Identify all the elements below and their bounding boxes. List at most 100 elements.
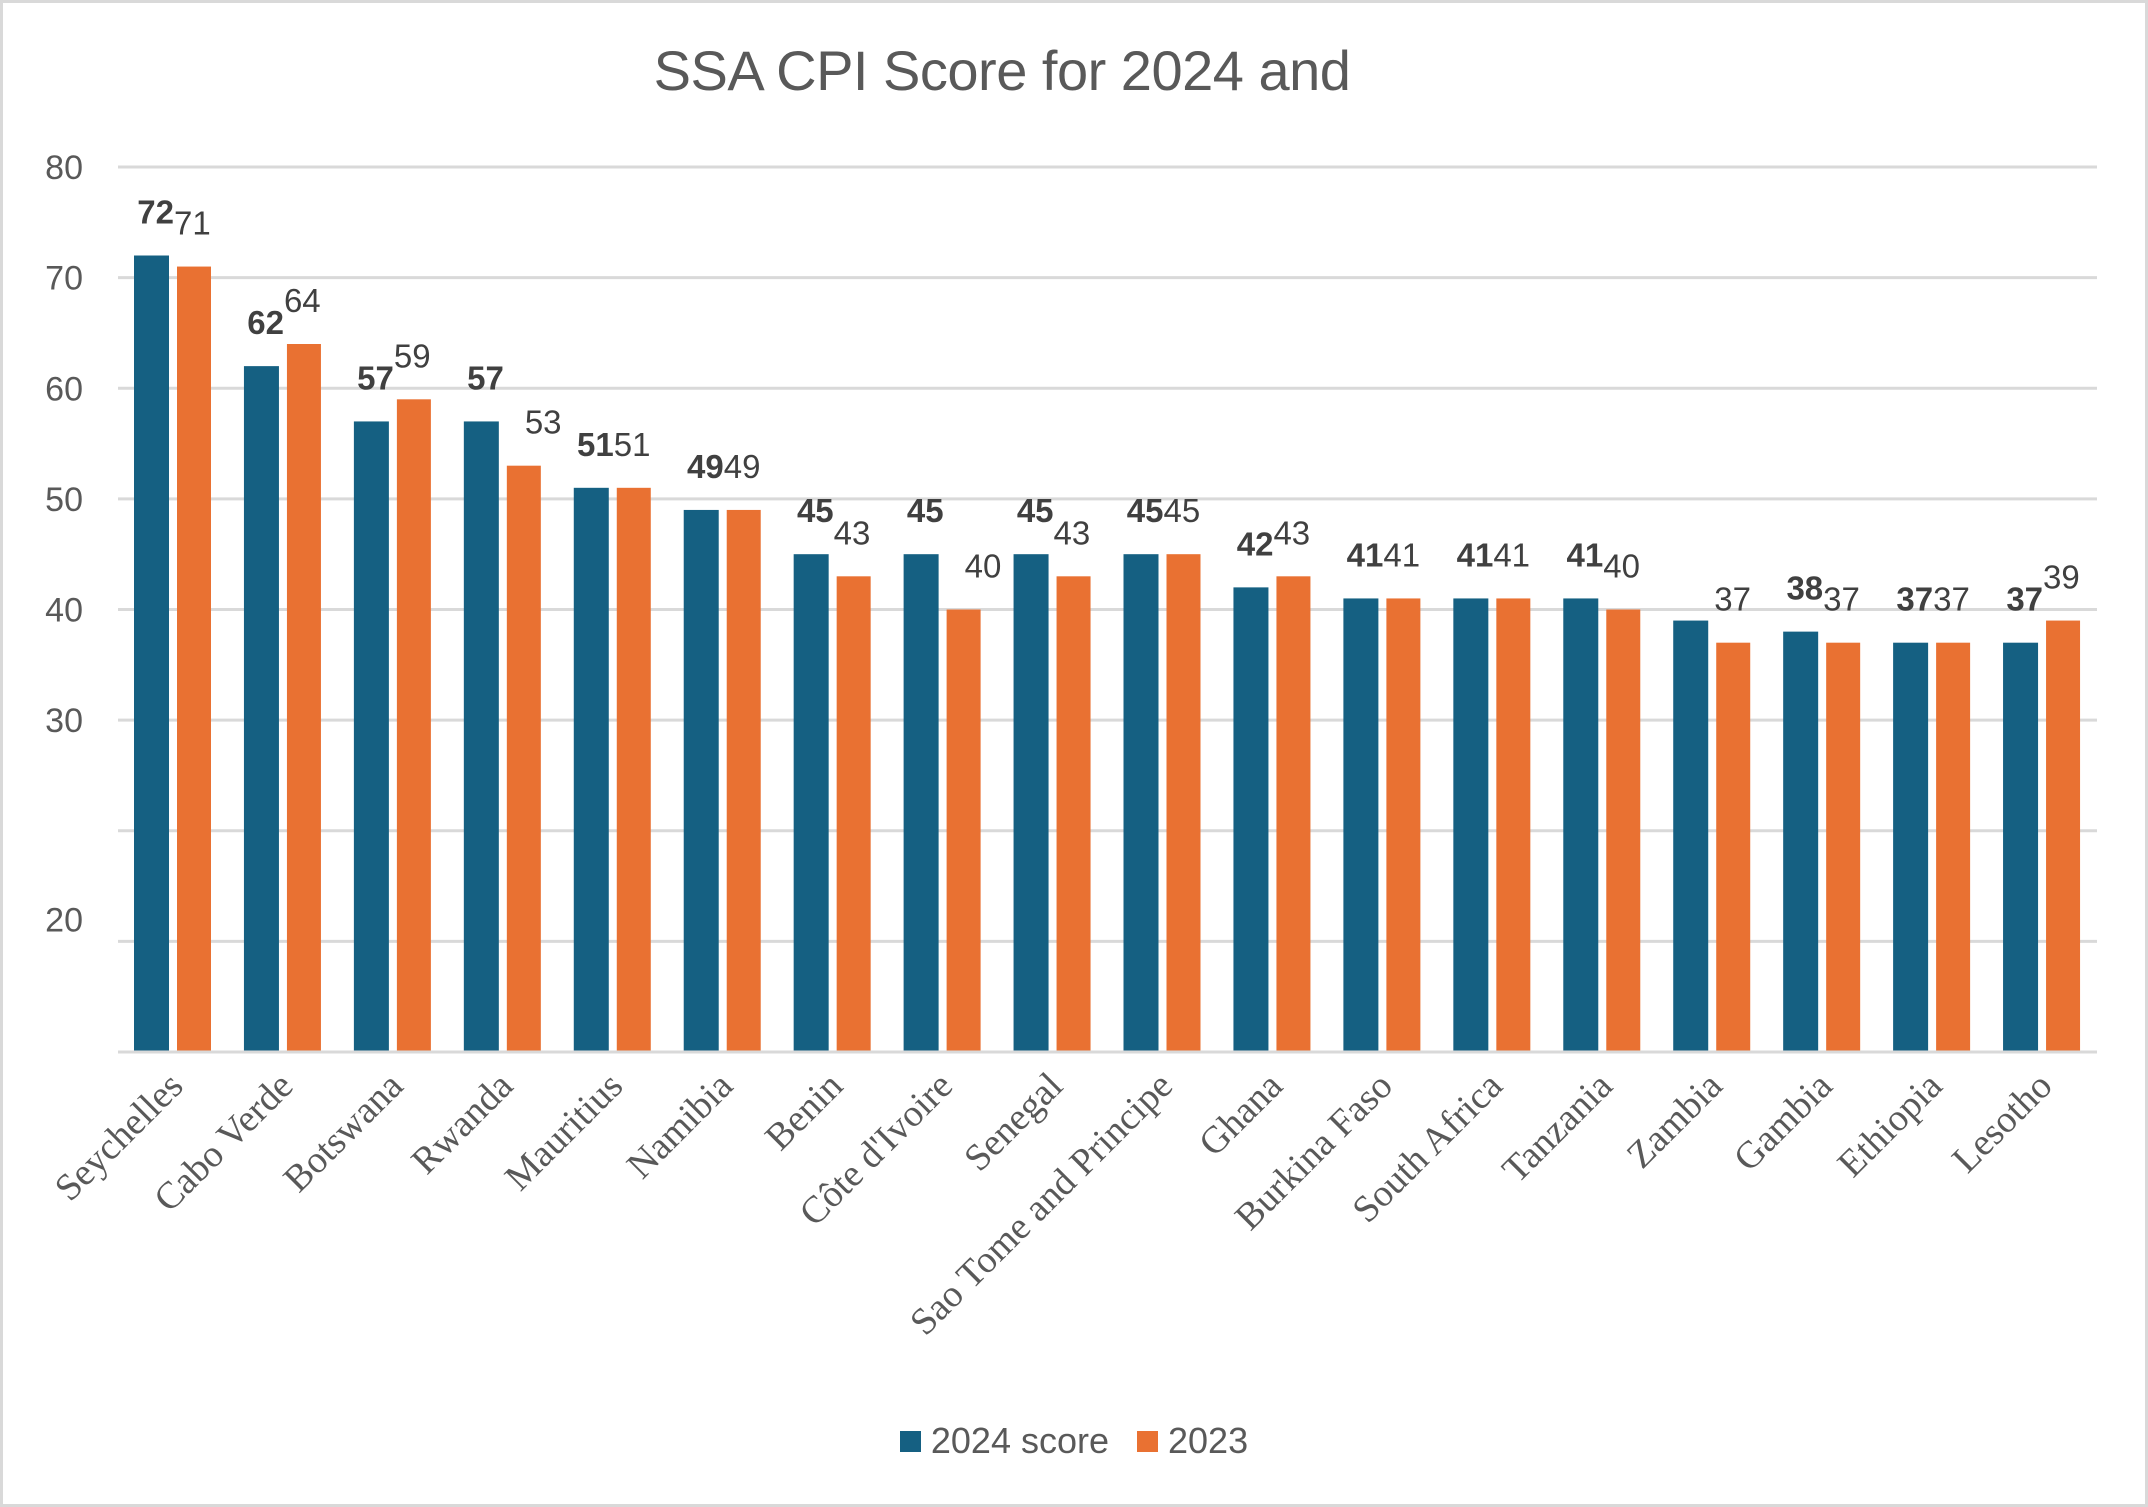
data-label-2024: 72 [137, 194, 174, 231]
bar-2024-cabo-verde [243, 366, 279, 1051]
data-label-2023: 41 [1493, 536, 1530, 573]
data-label-2023: 49 [724, 448, 761, 485]
data-label-2023: 37 [1933, 581, 1970, 618]
data-label-2023: 37 [1714, 581, 1751, 618]
legend-item-2024: 2024 score [899, 1420, 1110, 1462]
data-label-2023: 40 [1603, 548, 1640, 585]
bar-2024-lesotho [2003, 642, 2039, 1051]
bar-2024-tanzania [1563, 598, 1599, 1051]
bar-2024-senegal [1013, 554, 1049, 1051]
bar-2023-sao-tome-and-principe [1166, 554, 1201, 1051]
bar-2024-botswana [353, 421, 389, 1051]
bar-2023-gambia [1826, 642, 1861, 1051]
data-label-2023: 37 [1823, 581, 1860, 618]
y-axis-tick-labels: 80 70 60 50 40 30 20 [45, 149, 83, 939]
y-tick-label: 60 [45, 370, 83, 408]
legend-label-2024: 2024 score [930, 1420, 1110, 1461]
y-tick-label: 80 [45, 149, 83, 187]
chart-title: SSA CPI Score for 2024 and [653, 39, 1351, 102]
bar-2023-namibia [726, 509, 761, 1051]
data-label-2023: 64 [284, 282, 321, 319]
bar-2023-senegal [1056, 576, 1091, 1051]
bar-2023-benin [836, 576, 871, 1051]
data-label-2023: 39 [2043, 559, 2080, 596]
x-tick-label: Ethiopia [1830, 1065, 1951, 1186]
data-label-2023: 43 [1054, 514, 1091, 551]
y-tick-label: 30 [45, 702, 83, 740]
bar-2023-botswana [396, 399, 431, 1051]
data-label-2024: 41 [1567, 536, 1604, 573]
x-tick-label: Tanzania [1494, 1065, 1620, 1191]
bar-2024-c-te-d-ivoire [903, 554, 939, 1051]
data-label-2024: 49 [687, 448, 724, 485]
bar-2023-ethiopia [1936, 642, 1971, 1051]
data-label-2024: 57 [467, 359, 504, 396]
data-label-2023: 43 [1273, 514, 1310, 551]
data-label-2024: 41 [1457, 536, 1494, 573]
data-label-2023: 45 [1164, 492, 1201, 529]
data-label-2023: 43 [834, 514, 871, 551]
legend-swatch-2023 [1137, 1430, 1159, 1452]
data-label-2024: 45 [907, 492, 944, 529]
gridlines [118, 165, 2097, 1054]
x-tick-label: Lesotho [1944, 1065, 2060, 1181]
x-tick-label: Zambia [1619, 1065, 1731, 1177]
data-label-2024: 62 [247, 304, 284, 341]
bar-2023-cabo-verde [286, 344, 321, 1051]
bar-2023-c-te-d-ivoire [946, 609, 981, 1051]
data-label-2024: 45 [1127, 492, 1164, 529]
bar-2024-benin [793, 554, 829, 1051]
data-label-2024: 41 [1347, 536, 1384, 573]
y-tick-label: 20 [45, 901, 83, 939]
x-tick-label: Ghana [1191, 1065, 1291, 1165]
x-tick-label: Namibia [619, 1065, 741, 1187]
data-label-2023: 51 [614, 426, 651, 463]
bar-2023-rwanda [506, 465, 541, 1051]
bar-2024-sao-tome-and-principe [1123, 554, 1159, 1051]
bar-2023-burkina-faso [1386, 598, 1421, 1051]
x-tick-label: Gambia [1726, 1065, 1841, 1180]
bar-2024-ethiopia [1893, 642, 1929, 1051]
legend-item-2023: 2023 [1137, 1420, 1248, 1462]
bar-2023-tanzania [1606, 609, 1641, 1051]
legend-swatch-2024 [899, 1430, 921, 1452]
data-label-2024: 42 [1237, 525, 1274, 562]
x-tick-label: Mauritius [497, 1065, 631, 1199]
data-label-2024: 37 [2006, 581, 2043, 618]
data-label-2024: 45 [1017, 492, 1054, 529]
data-label-2024: 57 [357, 359, 394, 396]
data-label-2024: 45 [797, 492, 834, 529]
y-tick-label: 40 [45, 592, 83, 630]
bar-2024-seychelles [134, 255, 169, 1051]
bar-2024-namibia [683, 509, 719, 1051]
data-label-2023: 53 [525, 404, 562, 441]
legend: 2024 score 2023 [0, 1420, 2148, 1462]
data-label-2024: 38 [1786, 570, 1823, 607]
bar-2023-mauritius [616, 487, 651, 1051]
x-tick-label: Botswana [276, 1065, 412, 1201]
data-label-2023: 59 [394, 337, 431, 374]
bar-2024-gambia [1783, 631, 1819, 1051]
bar-2024-zambia [1673, 620, 1709, 1051]
y-tick-label: 50 [45, 481, 83, 519]
bar-2024-mauritius [573, 487, 609, 1051]
x-tick-label: Benin [757, 1065, 851, 1159]
data-label-2023: 41 [1383, 536, 1420, 573]
bar-2023-south-africa [1496, 598, 1531, 1051]
bar-2024-ghana [1233, 587, 1269, 1051]
bars [134, 255, 2081, 1051]
data-label-2023: 40 [965, 548, 1002, 585]
bar-2024-south-africa [1453, 598, 1489, 1051]
data-label-2024: 51 [577, 426, 614, 463]
y-tick-label: 70 [45, 260, 83, 298]
bar-2024-rwanda [463, 421, 499, 1051]
bar-2023-seychelles [177, 266, 211, 1051]
bar-2023-ghana [1276, 576, 1311, 1051]
data-label-2023: 71 [174, 205, 211, 242]
legend-label-2023: 2023 [1168, 1420, 1249, 1461]
bar-2023-zambia [1716, 642, 1751, 1051]
bar-2023-lesotho [2046, 620, 2081, 1051]
